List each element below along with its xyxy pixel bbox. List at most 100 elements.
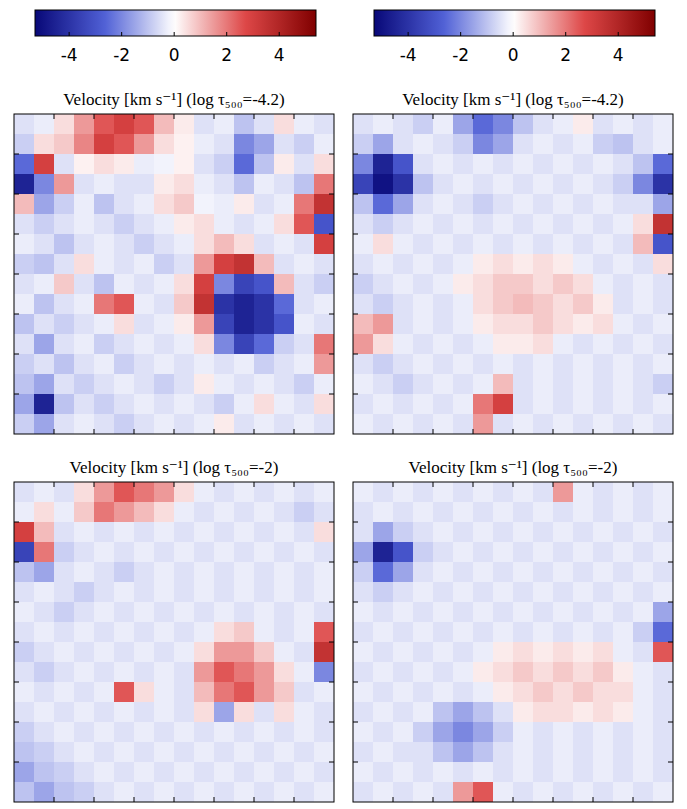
cell [453,642,473,662]
cell [194,414,214,434]
cell [353,602,373,622]
cell [154,234,174,254]
cell [34,522,54,542]
cell [14,394,34,414]
cell [393,114,413,134]
cell [653,354,673,374]
cell [493,214,513,234]
cell [613,482,633,502]
cell [94,622,114,642]
cell [573,374,593,394]
y-tick [14,274,19,275]
cell [294,782,314,802]
y-tick [329,314,334,315]
cell [473,334,493,354]
cell [613,642,633,662]
cell [154,214,174,234]
cell [114,522,134,542]
cell [194,394,214,414]
cell [373,294,393,314]
cell [34,482,54,502]
cell [533,742,553,762]
cell [34,742,54,762]
y-tick [14,562,19,563]
cell [393,214,413,234]
cell [433,154,453,174]
cell [54,354,74,374]
cell [94,374,114,394]
cell [453,314,473,334]
cell [94,314,114,334]
cell [633,502,653,522]
cell [74,722,94,742]
cell [34,114,54,134]
cell [74,314,94,334]
cell [393,334,413,354]
cell [74,682,94,702]
cell [314,414,334,434]
cell [74,782,94,802]
cell [254,522,274,542]
cell [633,334,653,354]
cell [553,254,573,274]
cell [433,582,453,602]
x-tick [513,797,514,802]
x-tick [294,114,295,119]
cell [294,522,314,542]
cell [413,154,433,174]
cell [214,254,234,274]
cell [553,174,573,194]
cell [254,782,274,802]
cell [373,354,393,374]
cell [194,602,214,622]
cell [74,214,94,234]
cell [553,542,573,562]
cell [353,194,373,214]
cell [294,682,314,702]
x-tick [633,797,634,802]
cell [154,314,174,334]
cell [234,722,254,742]
cell [373,722,393,742]
cell [234,682,254,702]
cell [254,482,274,502]
cell [234,662,254,682]
cell [154,194,174,214]
cell [653,114,673,134]
cell [613,234,633,254]
cell [593,194,613,214]
y-tick [353,394,358,395]
cell [373,334,393,354]
y-tick [668,562,673,563]
x-tick [54,114,55,119]
cell [553,742,573,762]
cell [513,642,533,662]
y-tick [329,642,334,643]
panel-title: Velocity [km s⁻¹] (log τ₅₀₀=-2) [409,458,618,477]
cell [573,482,593,502]
y-tick [353,522,358,523]
cell [613,134,633,154]
cell [533,622,553,642]
cell [513,254,533,274]
cell [94,334,114,354]
cell [134,314,154,334]
cell [54,134,74,154]
cell [154,294,174,314]
cell [393,682,413,702]
cell [553,662,573,682]
cell [453,174,473,194]
cell [393,602,413,622]
cell [274,702,294,722]
colorbar-tick-label: 4 [613,45,624,65]
cell [214,562,234,582]
cell [453,682,473,702]
cell [34,234,54,254]
cell [154,502,174,522]
cell [553,414,573,434]
cell [294,482,314,502]
cell [653,134,673,154]
cell [613,562,633,582]
cell [373,622,393,642]
cell [174,642,194,662]
